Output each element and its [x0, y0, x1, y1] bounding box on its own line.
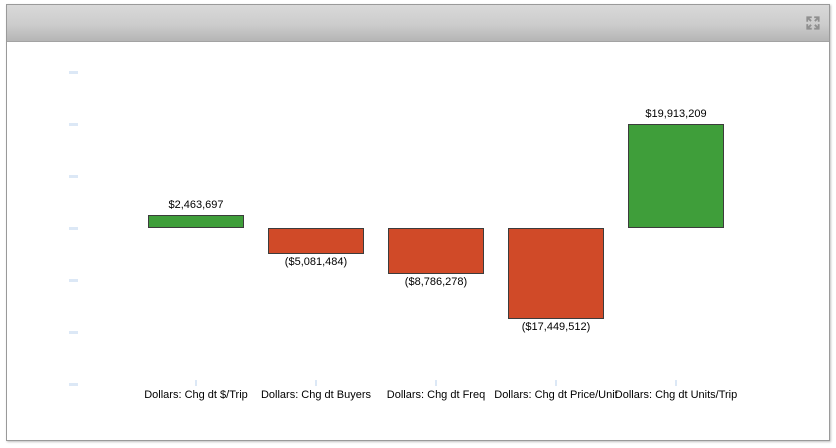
bar-value-label: ($8,786,278)	[404, 276, 468, 288]
plot-area: $2,463,697 Dollars: Chg dt $/Trip ($5,081,…	[7, 42, 829, 440]
category-label: Dollars: Chg dt Price/Unit	[494, 389, 618, 401]
bar-5[interactable]	[628, 124, 724, 228]
window-titlebar[interactable]	[7, 5, 829, 42]
bar-value-label: $19,913,209	[645, 108, 707, 120]
y-axis-tick	[69, 71, 78, 74]
y-axis-tick	[69, 175, 78, 178]
bar-value-label: $2,463,697	[168, 199, 224, 211]
y-axis-tick	[69, 383, 78, 386]
y-axis-tick	[69, 123, 78, 126]
category-label: Dollars: Chg dt Freq	[386, 389, 486, 401]
x-axis-tick	[435, 380, 437, 386]
x-axis-tick	[315, 380, 317, 386]
x-axis-tick	[195, 380, 197, 386]
category-label: Dollars: Chg dt Buyers	[260, 389, 372, 401]
bar-value-label: ($17,449,512)	[521, 321, 591, 333]
x-axis-tick	[675, 380, 677, 386]
category-label: Dollars: Chg dt $/Trip	[144, 389, 248, 401]
y-axis-tick	[69, 279, 78, 282]
expand-button[interactable]	[804, 14, 822, 32]
category-label: Dollars: Chg dt Units/Trip	[614, 389, 738, 401]
bar-4[interactable]	[508, 228, 604, 319]
expand-icon	[806, 16, 820, 30]
y-axis-tick	[69, 331, 78, 334]
chart-window: $2,463,697 Dollars: Chg dt $/Trip ($5,081,…	[6, 4, 830, 441]
bar-2[interactable]	[268, 228, 364, 254]
y-axis-tick	[69, 227, 78, 230]
x-axis-tick	[555, 380, 557, 386]
bar-1[interactable]	[148, 215, 244, 228]
bar-3[interactable]	[388, 228, 484, 274]
bar-value-label: ($5,081,484)	[284, 256, 348, 268]
